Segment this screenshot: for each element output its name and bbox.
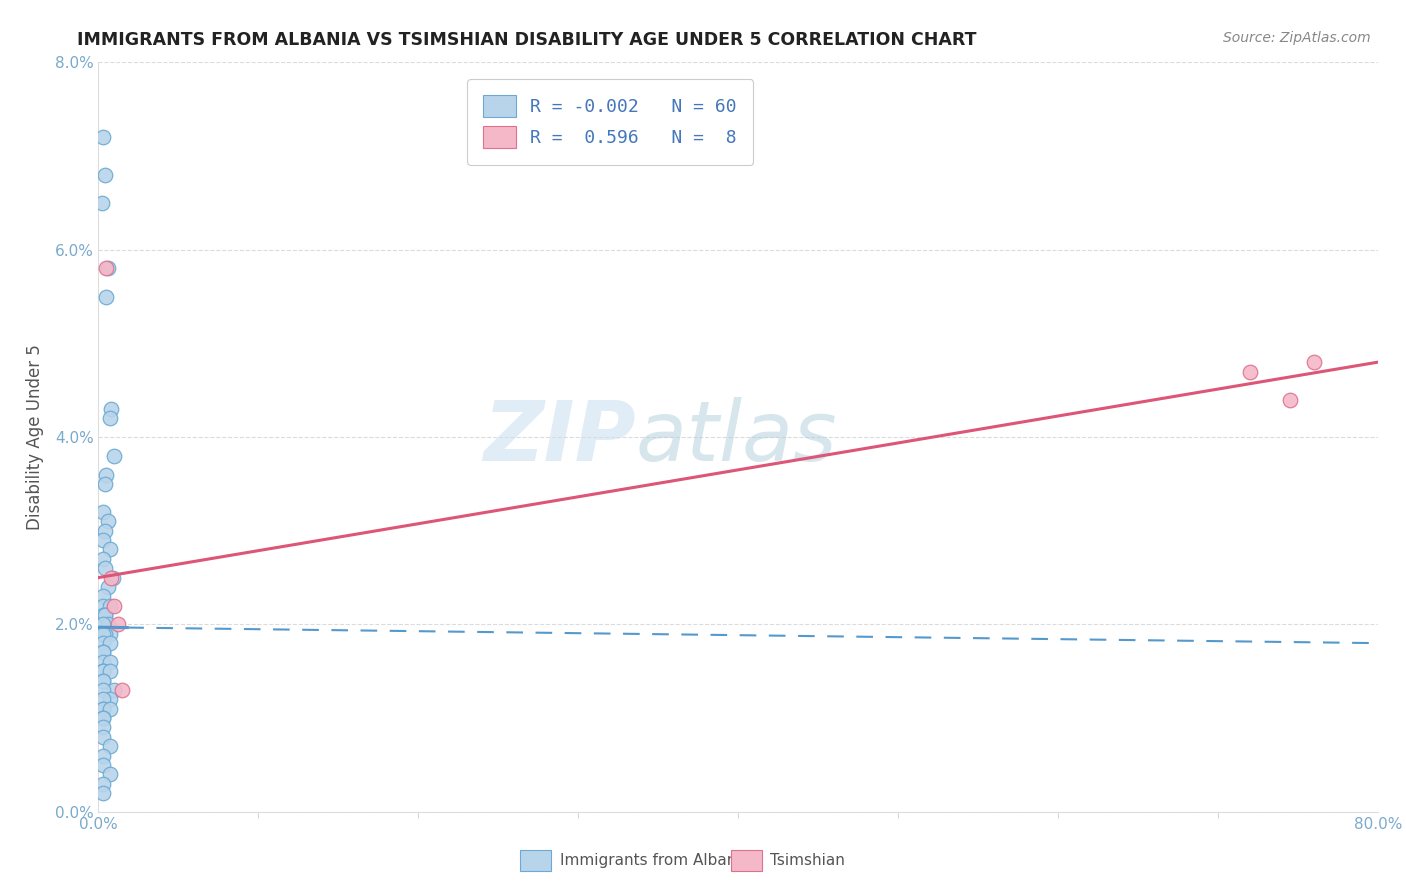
Point [98, 664, 121, 679]
Text: Source: ZipAtlas.com: Source: ZipAtlas.com [1223, 31, 1371, 45]
Point [98, 692, 121, 706]
Point [91, 683, 114, 698]
Point [91, 776, 114, 791]
Point [94, 626, 117, 640]
Point [91, 748, 114, 763]
Point [91, 646, 114, 660]
Point [98, 626, 121, 640]
Point [1278, 392, 1301, 407]
Point [91, 551, 114, 566]
Point [91, 505, 114, 519]
Point [91, 692, 114, 706]
Point [98, 542, 121, 557]
Point [96, 467, 118, 482]
Point [97, 514, 120, 528]
Point [101, 571, 124, 585]
Point [98, 701, 121, 715]
Point [91, 608, 114, 623]
Point [91, 636, 114, 650]
Point [91, 711, 114, 725]
Point [1302, 355, 1324, 369]
Point [97, 617, 120, 632]
Point [97, 580, 120, 594]
Point [91, 673, 114, 688]
Point [91, 130, 114, 145]
Point [94, 608, 117, 623]
Point [91, 646, 114, 660]
Point [91, 721, 114, 735]
Point [91, 626, 114, 640]
Point [91, 590, 114, 604]
Point [98, 655, 121, 669]
Point [91, 599, 114, 613]
Text: Tsimshian: Tsimshian [770, 854, 845, 868]
Point [91, 664, 114, 679]
Point [98, 599, 121, 613]
Point [98, 636, 121, 650]
Point [91, 758, 114, 772]
Text: IMMIGRANTS FROM ALBANIA VS TSIMSHIAN DISABILITY AGE UNDER 5 CORRELATION CHART: IMMIGRANTS FROM ALBANIA VS TSIMSHIAN DIS… [77, 31, 977, 49]
Text: ZIP: ZIP [484, 397, 636, 477]
Point [94, 168, 117, 182]
Legend: R = -0.002   N = 60, R =  0.596   N =  8: R = -0.002 N = 60, R = 0.596 N = 8 [467, 79, 754, 164]
Point [100, 571, 122, 585]
Point [98, 767, 121, 781]
Point [91, 701, 114, 715]
Point [107, 617, 129, 632]
Point [111, 683, 134, 698]
Point [98, 739, 121, 753]
Point [91, 786, 114, 800]
Point [91, 673, 114, 688]
Point [91, 711, 114, 725]
Point [96, 261, 118, 276]
Point [91, 664, 114, 679]
Y-axis label: Disability Age Under 5: Disability Age Under 5 [25, 344, 44, 530]
Point [91, 533, 114, 547]
Point [103, 449, 125, 463]
Point [91, 664, 114, 679]
Point [98, 411, 121, 425]
Point [94, 561, 117, 575]
Point [94, 476, 117, 491]
Point [103, 599, 125, 613]
Point [103, 683, 125, 698]
Point [90, 195, 112, 210]
Point [91, 655, 114, 669]
Text: atlas: atlas [636, 397, 838, 477]
Point [91, 626, 114, 640]
Point [91, 617, 114, 632]
Point [91, 730, 114, 744]
Point [1239, 364, 1261, 378]
Point [91, 701, 114, 715]
Point [100, 401, 122, 416]
Point [97, 261, 120, 276]
Point [94, 524, 117, 538]
Text: Immigrants from Albania: Immigrants from Albania [560, 854, 749, 868]
Point [96, 289, 118, 303]
Point [94, 608, 117, 623]
